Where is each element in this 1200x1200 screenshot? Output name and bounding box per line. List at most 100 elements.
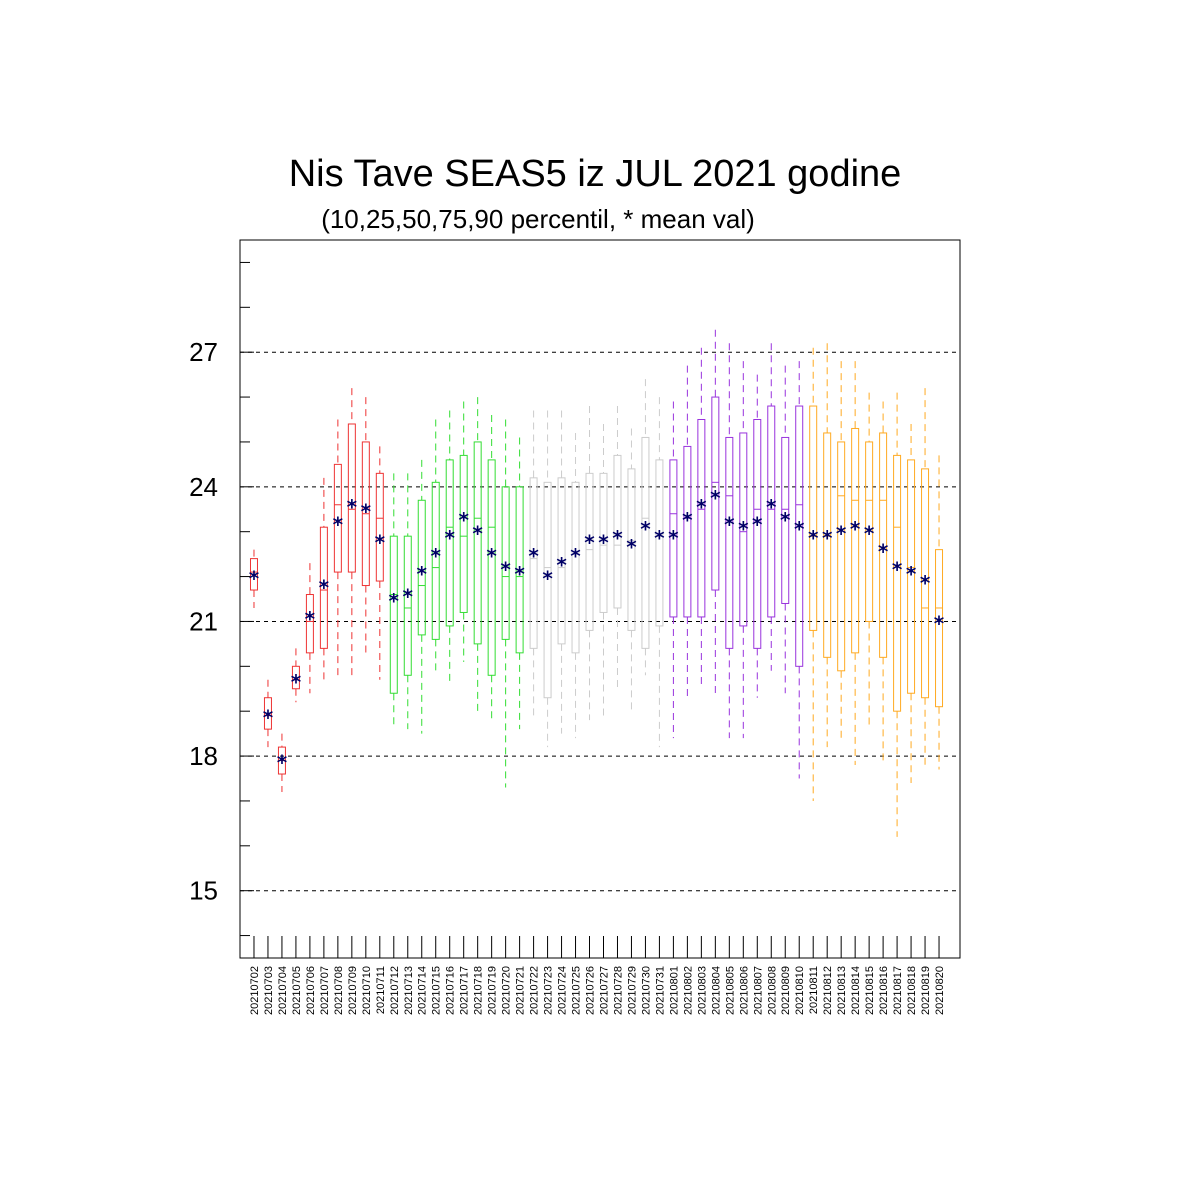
box-20210718: * bbox=[472, 397, 483, 716]
box-iqr bbox=[585, 472, 594, 631]
box-iqr bbox=[627, 468, 636, 631]
mean-marker: * bbox=[920, 571, 931, 595]
mean-marker: * bbox=[668, 526, 679, 550]
box-iqr bbox=[417, 499, 426, 636]
box-iqr bbox=[907, 459, 916, 694]
mean-marker: * bbox=[752, 513, 763, 537]
box-20210729: * bbox=[626, 428, 637, 712]
box-20210722: * bbox=[528, 410, 539, 716]
box-20210721: * bbox=[514, 437, 525, 730]
box-iqr bbox=[319, 526, 328, 649]
box-iqr bbox=[893, 454, 902, 712]
box-20210702: * bbox=[249, 549, 260, 608]
box-iqr bbox=[375, 472, 384, 582]
box-20210719: * bbox=[486, 415, 497, 721]
chart-title: Nis Tave SEAS5 iz JUL 2021 godine bbox=[289, 153, 902, 195]
x-tick-label: 20210809 bbox=[780, 966, 792, 1015]
box-iqr bbox=[711, 396, 720, 591]
box-20210714: * bbox=[417, 459, 428, 734]
box-iqr bbox=[333, 463, 342, 573]
box-iqr bbox=[795, 405, 804, 667]
x-tick-label: 20210725 bbox=[571, 966, 583, 1015]
box-iqr bbox=[249, 558, 258, 591]
box-20210816: * bbox=[878, 401, 889, 766]
box-20210810: * bbox=[794, 361, 805, 779]
box-iqr bbox=[683, 445, 692, 618]
x-tick-label: 20210820 bbox=[934, 966, 946, 1015]
x-tick-label: 20210801 bbox=[668, 966, 680, 1015]
box-20210813: * bbox=[836, 361, 847, 743]
box-20210725: * bbox=[570, 432, 581, 739]
box-iqr bbox=[851, 427, 860, 654]
mean-marker: * bbox=[458, 508, 469, 532]
x-tick-label: 20210724 bbox=[557, 966, 569, 1015]
mean-marker: * bbox=[417, 562, 428, 586]
x-tick-label: 20210819 bbox=[920, 966, 932, 1015]
mean-marker: * bbox=[514, 562, 525, 586]
mean-marker: * bbox=[724, 513, 735, 537]
box-20210807: * bbox=[752, 374, 763, 698]
x-tick-label: 20210802 bbox=[682, 966, 694, 1015]
box-20210712: * bbox=[389, 473, 400, 730]
box-iqr bbox=[291, 665, 300, 690]
box-20210707: * bbox=[319, 477, 330, 685]
box-iqr bbox=[431, 481, 440, 640]
mean-marker: * bbox=[472, 522, 483, 546]
mean-marker: * bbox=[263, 706, 274, 730]
box-20210806: * bbox=[738, 361, 749, 739]
box-20210801: * bbox=[668, 401, 679, 739]
box-iqr bbox=[403, 535, 412, 676]
x-tick-label: 20210817 bbox=[892, 966, 904, 1015]
box-20210809: * bbox=[780, 365, 791, 694]
box-iqr bbox=[459, 454, 468, 613]
box-20210820: * bbox=[934, 455, 945, 770]
x-tick-label: 20210810 bbox=[794, 966, 806, 1015]
box-20210710: * bbox=[361, 397, 372, 658]
mean-marker: * bbox=[403, 585, 414, 609]
box-iqr bbox=[753, 419, 762, 649]
mean-marker: * bbox=[361, 499, 372, 523]
x-tick-label: 20210713 bbox=[403, 966, 415, 1015]
mean-marker: * bbox=[389, 589, 400, 613]
box-iqr bbox=[865, 441, 874, 622]
mean-marker: * bbox=[598, 531, 609, 555]
x-tick-label: 20210727 bbox=[598, 966, 610, 1015]
mean-marker: * bbox=[906, 562, 917, 586]
box-20210805: * bbox=[724, 343, 735, 739]
mean-marker: * bbox=[878, 540, 889, 564]
x-tick-label: 20210813 bbox=[836, 966, 848, 1015]
mean-marker: * bbox=[277, 751, 288, 775]
x-tick-label: 20210702 bbox=[249, 966, 261, 1015]
mean-marker: * bbox=[710, 486, 721, 510]
mean-marker: * bbox=[682, 508, 693, 532]
box-20210731: * bbox=[654, 397, 665, 748]
x-tick-label: 20210806 bbox=[738, 966, 750, 1015]
mean-marker: * bbox=[375, 531, 386, 555]
x-tick-label: 20210711 bbox=[375, 966, 387, 1014]
box-20210711: * bbox=[375, 446, 386, 680]
box-20210727: * bbox=[598, 423, 609, 721]
box-iqr bbox=[823, 432, 832, 658]
x-tick-label: 20210729 bbox=[626, 966, 638, 1015]
mean-marker: * bbox=[612, 526, 623, 550]
box-20210717: * bbox=[458, 401, 469, 662]
x-tick-label: 20210730 bbox=[640, 966, 652, 1015]
mean-marker: * bbox=[430, 544, 441, 568]
x-tick-label: 20210707 bbox=[319, 966, 331, 1015]
x-tick-label: 20210716 bbox=[445, 966, 457, 1015]
mean-marker: * bbox=[584, 531, 595, 555]
x-tick-label: 20210722 bbox=[529, 966, 541, 1015]
x-tick-label: 20210728 bbox=[612, 966, 624, 1015]
mean-marker: * bbox=[836, 522, 847, 546]
x-tick-label: 20210723 bbox=[543, 966, 555, 1015]
box-20210728: * bbox=[612, 406, 623, 689]
mean-marker: * bbox=[500, 558, 511, 582]
box-iqr bbox=[445, 459, 454, 627]
chart-subtitle: (10,25,50,75,90 percentil, * mean val) bbox=[321, 204, 755, 234]
box-iqr bbox=[557, 477, 566, 645]
box-20210726: * bbox=[584, 406, 595, 721]
box-20210705: * bbox=[291, 648, 302, 703]
mean-marker: * bbox=[249, 567, 260, 591]
x-tick-label: 20210815 bbox=[864, 966, 876, 1015]
mean-marker: * bbox=[305, 607, 316, 631]
